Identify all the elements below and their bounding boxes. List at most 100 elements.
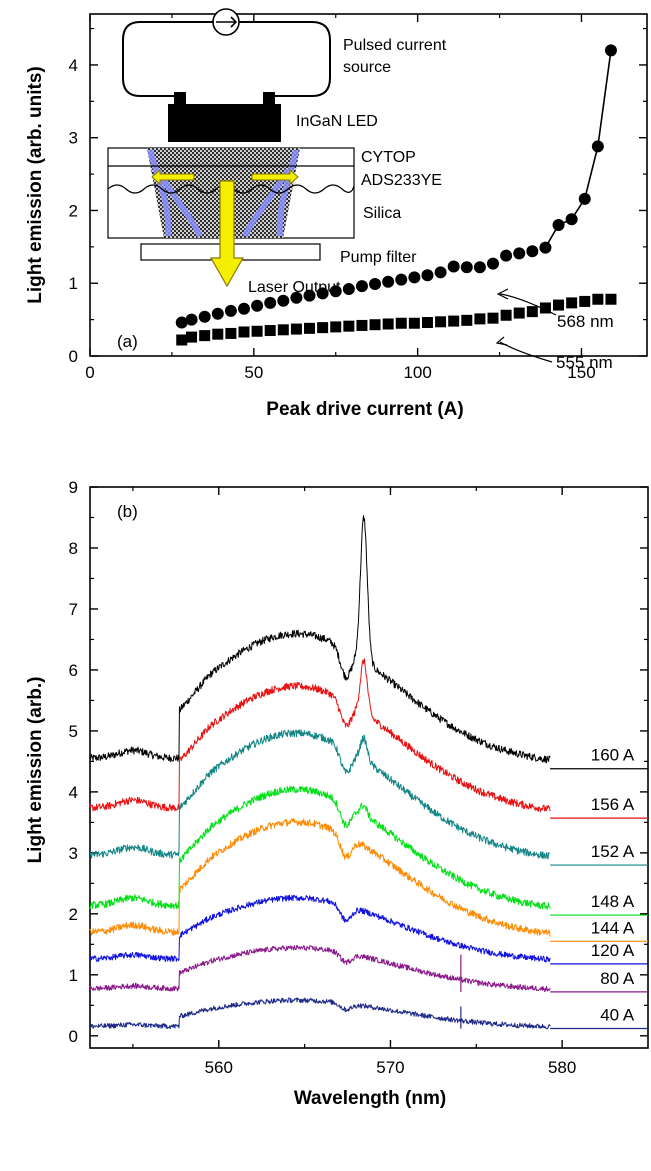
data-point-square [526, 306, 538, 318]
spectrum-label: 144 A [591, 918, 635, 937]
data-point-circle [251, 299, 264, 312]
data-point-square [566, 297, 578, 309]
data-point-circle [487, 257, 500, 270]
series-568-nm [175, 44, 617, 329]
panel-b-y-tick-label: 7 [69, 600, 78, 619]
data-point-square [579, 295, 591, 307]
panel-a-frame [89, 13, 648, 357]
data-point-square [317, 322, 329, 334]
data-point-square [448, 315, 460, 327]
data-point-circle [408, 271, 421, 284]
panel-b-y-tick-label: 4 [69, 783, 78, 802]
data-point-square [176, 334, 188, 346]
spectrum-label: 148 A [591, 892, 635, 911]
panel-b-x-tick-label: 560 [205, 1058, 233, 1077]
data-point-square [539, 302, 551, 314]
data-point-circle [355, 280, 368, 293]
data-point-circle [198, 310, 211, 323]
data-point-circle [447, 260, 460, 273]
data-point-circle [500, 249, 513, 262]
data-point-circle [604, 44, 617, 57]
data-point-square [461, 314, 473, 326]
data-point-square [343, 320, 355, 332]
data-point-square [487, 312, 499, 324]
data-point-square [251, 325, 263, 337]
panel-b-y-tick-label: 6 [69, 661, 78, 680]
data-point-circle [175, 316, 188, 329]
spectrum-label: 120 A [591, 941, 635, 960]
inset-label-pump-filter: Pump filter [340, 249, 417, 266]
spectrum-line [89, 658, 551, 813]
data-point-square [605, 293, 617, 305]
data-point-square [592, 293, 604, 305]
panel-a-x-axis-title: Peak drive current (A) [266, 399, 463, 420]
spectrum-label: 160 A [591, 746, 635, 765]
data-point-circle [539, 241, 552, 254]
panel-a-y-tick-label: 3 [69, 129, 78, 148]
data-point-circle [237, 302, 250, 315]
data-point-circle [185, 313, 198, 326]
data-point-square [408, 317, 420, 329]
spectrum-line [89, 729, 551, 860]
panel-b: 560 570 580 0 1 2 3 4 5 6 7 8 9 160 A 156 A 152 A 148 … [25, 478, 649, 1109]
data-point-circle [329, 285, 342, 298]
data-point-circle [513, 247, 526, 260]
data-point-square [369, 319, 381, 331]
data-point-square [382, 318, 394, 330]
led-lead-right [263, 92, 275, 104]
inset-label-pulsed-current: Pulsed current [343, 37, 447, 54]
data-point-circle [395, 273, 408, 286]
data-point-square [304, 322, 316, 334]
leader-arrowhead-568 [496, 288, 509, 300]
data-point-square [553, 299, 565, 311]
spectrum-120-A: 120 A [89, 894, 648, 965]
panel-a-y-tick-label: 0 [69, 347, 78, 366]
data-point-circle [578, 192, 591, 205]
inset-label-ingan-led: InGaN LED [296, 113, 378, 130]
data-point-circle [591, 140, 604, 153]
panel-a-y-tick-label: 2 [69, 201, 78, 220]
data-point-circle [382, 275, 395, 288]
spectrum-144-A: 144 A [89, 818, 648, 942]
data-point-circle [434, 266, 447, 279]
panel-a: 0 50 100 150 0 1 2 3 4 [25, 8, 648, 420]
spectrum-148-A: 148 A [89, 785, 648, 916]
panel-b-data: 160 A 156 A 152 A 148 A 144 A 120 A 80 A 40 A [89, 515, 648, 1030]
laser-output-arrow [209, 180, 245, 288]
panel-a-x-tick-label: 100 [403, 363, 431, 382]
data-point-square [330, 321, 342, 333]
data-point-circle [473, 261, 486, 274]
spectrum-label: 80 A [600, 969, 635, 988]
spectrum-line [89, 945, 551, 992]
data-point-square [474, 313, 486, 325]
current-direction-arrow [216, 16, 238, 28]
panel-b-y-ticks: 0 1 2 3 4 5 6 7 8 9 [69, 478, 648, 1046]
spectrum-label: 40 A [600, 1005, 635, 1024]
data-point-square [186, 331, 198, 343]
in-plane-arrow-left [151, 168, 195, 186]
panel-a-y-tick-label: 1 [69, 274, 78, 293]
panel-b-label: (b) [117, 502, 138, 521]
panel-b-x-ticks: 560 570 580 [132, 487, 576, 1077]
panel-a-x-tick-label: 150 [567, 363, 595, 382]
panel-b-y-tick-label: 3 [69, 844, 78, 863]
inset-label-silica: Silica [363, 205, 401, 222]
data-point-circle [290, 291, 303, 304]
data-point-circle [224, 304, 237, 317]
leader-arrowhead-555 [495, 336, 508, 346]
data-point-square [225, 327, 237, 339]
data-point-square [513, 307, 525, 319]
data-point-circle [526, 245, 539, 258]
spectrum-label: 152 A [591, 842, 635, 861]
spectrum-line [89, 894, 551, 963]
data-point-circle [277, 294, 290, 307]
panel-a-y-tick-label: 4 [69, 56, 78, 75]
data-point-square [395, 317, 407, 329]
data-point-square [421, 317, 433, 329]
inset-label-cytop: CYTOP [361, 149, 416, 166]
data-point-square [264, 325, 276, 337]
spectrum-label: 156 A [591, 795, 635, 814]
panel-b-y-tick-label: 9 [69, 478, 78, 497]
annotation-555nm: 555 nm [556, 353, 613, 372]
